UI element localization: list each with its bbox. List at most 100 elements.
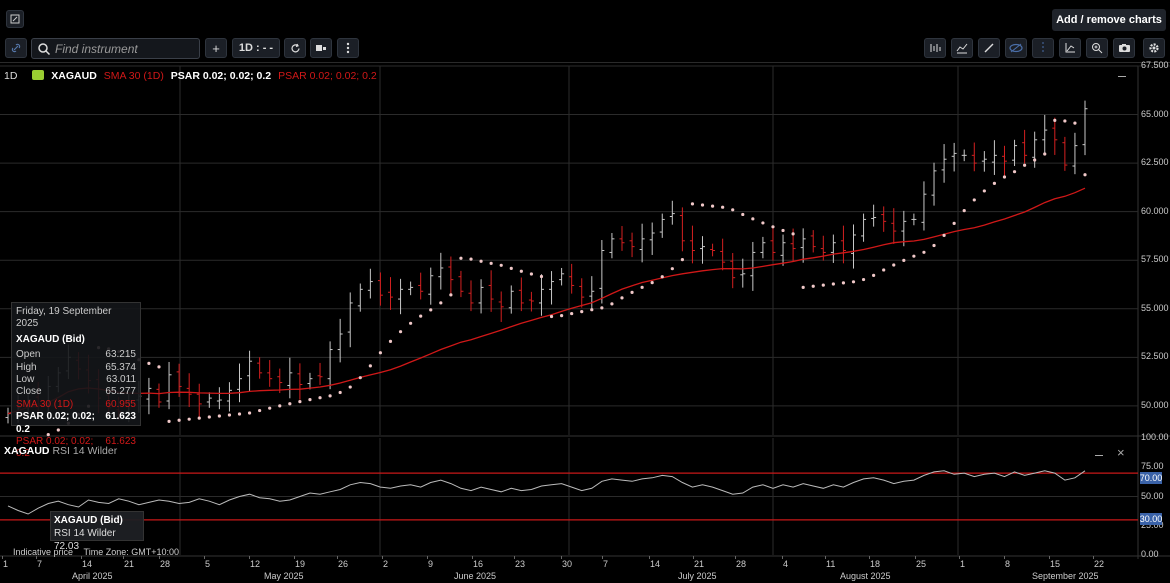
psar-dot: [368, 364, 372, 368]
psar-dot: [177, 418, 181, 422]
x-axis-tick: [204, 556, 205, 559]
psar-dot: [439, 301, 443, 305]
x-axis-day-label: 21: [124, 559, 135, 569]
more-options-icon[interactable]: [337, 38, 359, 58]
indicative-price: Indicative price: [13, 547, 74, 557]
add-instrument-button[interactable]: +: [205, 38, 227, 58]
psar-dot: [308, 398, 312, 402]
psar-dot: [549, 314, 554, 319]
x-axis-day-label: 12: [250, 559, 261, 569]
psar-dot: [952, 221, 956, 225]
crosshair-icon[interactable]: [1032, 38, 1054, 58]
psar-dot: [237, 412, 242, 416]
x-axis-day-label: 21: [694, 559, 705, 569]
psar-dot: [882, 268, 886, 272]
psar-dot: [479, 259, 483, 263]
rsi-line: [7, 470, 1086, 515]
tooltip-row-value: 63.011: [106, 374, 136, 386]
psar-dot: [781, 228, 785, 233]
psar-dot: [801, 285, 805, 289]
psar-dot: [1063, 119, 1067, 123]
find-instrument-search[interactable]: [31, 38, 200, 59]
add-remove-charts-button[interactable]: Add / remove charts: [1052, 9, 1166, 31]
refresh-icon[interactable]: [284, 38, 306, 58]
psar-dot: [1023, 163, 1027, 167]
x-axis-tick: [472, 556, 473, 559]
x-axis-tick: [825, 556, 826, 559]
draw-line-icon[interactable]: [978, 38, 1000, 58]
x-axis-tick: [294, 556, 295, 559]
psar-dot: [791, 232, 795, 236]
axis-icon[interactable]: [1059, 38, 1081, 58]
chart-legend: 1D XAGAUD SMA 30 (1D) PSAR 0.02; 0.02; 0…: [4, 70, 381, 82]
rsi-title: XAGAUD RSI 14 Wilder: [4, 445, 117, 457]
x-axis-tick: [959, 556, 960, 559]
tooltip-row: PSAR 0.02; 0.02; 0.2 61.623: [16, 436, 136, 461]
layout-icon[interactable]: [6, 10, 24, 28]
rsi-close-icon[interactable]: ×: [1117, 445, 1125, 460]
studies-icon[interactable]: [951, 38, 973, 58]
psar-dot: [731, 208, 735, 212]
rsi-axis-label: 100.00: [1141, 432, 1169, 442]
x-axis-tick: [602, 556, 603, 559]
symbol-swatch-icon[interactable]: [32, 70, 45, 80]
legend-psar-white[interactable]: PSAR 0.02; 0.02; 0.2: [170, 70, 272, 82]
psar-dot: [710, 204, 715, 208]
tooltip-row-value: 65.277: [105, 386, 136, 398]
x-axis-tick: [514, 556, 515, 559]
legend-psar-red[interactable]: PSAR 0.02; 0.02; 0.2: [278, 70, 377, 82]
psar-dot: [761, 221, 765, 225]
psar-dot: [1073, 121, 1077, 125]
tooltip-row-label: PSAR 0.02; 0.02; 0.2: [16, 411, 95, 435]
psar-dot: [700, 203, 705, 207]
psar-dot: [721, 205, 725, 209]
psar-dot: [942, 233, 946, 238]
minimize-icon[interactable]: [1118, 76, 1126, 77]
x-axis-day-label: 9: [428, 559, 434, 569]
tooltip-row-label: High: [16, 361, 37, 373]
psar-dot: [962, 209, 966, 213]
psar-dot: [378, 351, 383, 355]
psar-dot: [1053, 118, 1057, 122]
indicators-icon[interactable]: [924, 38, 946, 58]
legend-symbol[interactable]: XAGAUD: [51, 70, 97, 82]
rsi-minimize-icon[interactable]: [1095, 455, 1103, 456]
x-axis-day-label: 7: [603, 559, 609, 569]
x-axis-day-label: 14: [82, 559, 93, 569]
rsi-axis-label: 75.00: [1141, 461, 1164, 472]
camera-icon[interactable]: [1113, 38, 1135, 58]
psar-dot: [872, 273, 876, 277]
legend-sma[interactable]: SMA 30 (1D): [103, 70, 164, 82]
price-axis-label: 52.500: [1141, 351, 1169, 362]
search-input[interactable]: [51, 40, 197, 57]
psar-dot: [348, 385, 352, 389]
link-icon[interactable]: [5, 38, 27, 58]
x-axis-day-label: 23: [515, 559, 526, 569]
psar-dot: [690, 202, 695, 206]
sma-line: [7, 187, 1086, 415]
x-axis-tick: [915, 556, 916, 559]
x-axis-month-label: April 2025: [72, 571, 113, 581]
psar-dot: [590, 308, 594, 312]
timeframe-button[interactable]: 1D : - -: [232, 38, 280, 58]
price-axis-label: 60.000: [1141, 205, 1169, 216]
psar-dot: [529, 272, 534, 276]
x-axis-day-label: 19: [295, 559, 306, 569]
rsi-tooltip: XAGAUD (Bid) RSI 14 Wilder 72.03: [50, 511, 144, 552]
chart-type-icon[interactable]: [310, 38, 332, 58]
zoom-icon[interactable]: [1086, 38, 1108, 58]
search-icon: [38, 42, 51, 55]
psar-dot: [932, 243, 936, 248]
settings-gear-icon[interactable]: [1143, 38, 1165, 58]
tooltip-row-label: Close: [16, 386, 42, 398]
psar-dot: [559, 314, 564, 318]
psar-dot: [1043, 152, 1047, 156]
x-axis-tick: [427, 556, 428, 559]
psar-dot: [207, 415, 211, 419]
rsi-axis-label: 0.00: [1141, 549, 1159, 559]
visibility-icon[interactable]: [1005, 38, 1027, 58]
psar-dot: [157, 365, 161, 369]
psar-dot: [982, 189, 986, 193]
tooltip-row-value: 61.623: [105, 411, 136, 423]
